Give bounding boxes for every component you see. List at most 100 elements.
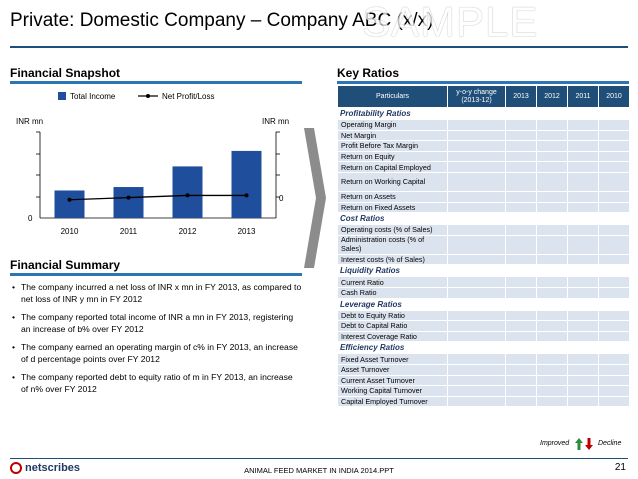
row-label: Working Capital Turnover [337,385,448,397]
net-profit-line [69,194,247,201]
summary-bullet: The company reported debt to equity rati… [12,372,302,395]
summary-bullet: The company reported total income of INR… [12,312,302,335]
chevron-right-icon [304,128,326,268]
legend-bar-swatch [58,92,66,100]
ratios-title: Key Ratios [337,66,400,80]
section-row: Leverage Ratios [337,297,630,311]
row-label: Cash Ratio [337,286,448,299]
table-row: Fixed Asset Turnover [337,353,630,365]
table-row: Return on Equity [337,150,630,163]
ratios-rule [337,81,629,84]
page-number: 21 [614,462,626,473]
section-label: Efficiency Ratios [337,341,448,355]
x-tick-label: 2010 [61,227,79,236]
table-row: Working Capital Turnover [337,385,630,397]
right-axis-unit: INR mn [262,117,289,126]
page-title: Private: Domestic Company – Company ABC … [10,10,434,31]
total-income-bar [113,187,144,218]
logo-mark-icon [10,462,22,474]
header-2010: 2010 [598,85,630,108]
sample-watermark: SAMPLE [362,0,539,45]
row-label: Fixed Asset Turnover [337,353,448,365]
footer-rule [10,458,628,459]
table-row: Profit Before Tax Margin [337,140,630,152]
header-yoy: y-o-y change (2013-12) [447,85,506,108]
header-2013: 2013 [505,85,537,108]
section-row: Liquidity Ratios [337,264,630,278]
improved-label: Improved [540,440,570,447]
key-ratios-table: Particulars y-o-y change (2013-12) 2013 … [337,85,630,408]
total-income-bar [172,166,203,218]
net-profit-point [244,193,249,198]
legend-bar-label: Total Income [70,92,116,101]
table-row: Net Margin [337,129,630,142]
row-label: Return on Fixed Assets [337,201,448,214]
snapshot-title: Financial Snapshot [10,66,121,80]
summary-bullet: The company earned an operating margin o… [12,342,302,365]
row-label: Current Ratio [337,276,448,288]
row-label: Profit Before Tax Margin [337,140,448,152]
section-row: Efficiency Ratios [337,341,630,355]
summary-bullet: The company incurred a net loss of INR x… [12,282,302,305]
section-label: Leverage Ratios [337,297,448,311]
table-row: Current Ratio [337,276,630,288]
section-row: Cost Ratios [337,212,630,226]
table-row: Capital Employed Turnover [337,395,630,408]
row-label: Current Asset Turnover [337,374,448,387]
row-label: Debt to Equity Ratio [337,309,448,322]
table-row: Debt to Capital Ratio [337,320,630,332]
row-label: Net Margin [337,129,448,142]
legend-line-label: Net Profit/Loss [162,92,214,101]
row-label: Administration costs (% of Sales) [337,234,448,255]
row-label: Interest costs (% of Sales) [337,253,448,266]
table-header-row: Particulars y-o-y change (2013-12) 2013 … [337,85,630,108]
table-row: Return on Capital Employed [337,161,630,173]
net-profit-point [185,193,190,198]
total-income-bar [231,150,262,218]
summary-rule [10,273,302,276]
table-row: Cash Ratio [337,286,630,299]
table-row: Administration costs (% of Sales) [337,234,630,255]
section-label: Liquidity Ratios [337,264,448,278]
table-row: Interest costs (% of Sales) [337,253,630,266]
title-rule [10,46,628,48]
legend-line-marker [146,94,150,98]
snapshot-rule [10,81,302,84]
row-label: Operating costs (% of Sales) [337,224,448,236]
section-row: Profitability Ratios [337,107,630,120]
header-2012: 2012 [536,85,568,108]
row-label: Return on Capital Employed [337,161,448,173]
row-label: Return on Equity [337,150,448,163]
net-profit-point [126,195,131,200]
row-label: Return on Assets [337,190,448,203]
table-row: Debt to Equity Ratio [337,309,630,322]
row-label: Interest Coverage Ratio [337,330,448,343]
row-label: Capital Employed Turnover [337,395,448,408]
table-row: Interest Coverage Ratio [337,330,630,343]
table-row: Asset Turnover [337,363,630,376]
header-2011: 2011 [567,85,599,108]
table-row: Operating Margin [337,119,630,131]
table-row: Return on Assets [337,190,630,203]
row-label: Return on Working Capital [337,171,448,192]
chart-svg: Total Income Net Profit/Loss INR mn INR … [16,92,289,236]
row-label: Debt to Capital Ratio [337,320,448,332]
logo-text: netscribes [25,462,81,474]
total-income-bar [54,190,85,218]
row-label: Asset Turnover [337,363,448,376]
x-tick-label: 2013 [238,227,256,236]
section-label: Profitability Ratios [337,107,448,120]
row-label: Operating Margin [337,119,448,131]
netscribes-logo: netscribes [10,462,80,474]
right-zero-label: 0 [279,194,284,203]
arrow-down-icon [585,438,593,450]
summary-title: Financial Summary [10,258,121,272]
decline-label: Decline [598,440,622,447]
section-label: Cost Ratios [337,212,448,226]
x-tick-label: 2012 [179,227,197,236]
x-tick-label: 2011 [120,227,138,236]
table-row: Operating costs (% of Sales) [337,224,630,236]
table-row: Current Asset Turnover [337,374,630,387]
left-zero-label: 0 [28,214,33,223]
summary-list: The company incurred a net loss of INR x… [12,282,302,402]
